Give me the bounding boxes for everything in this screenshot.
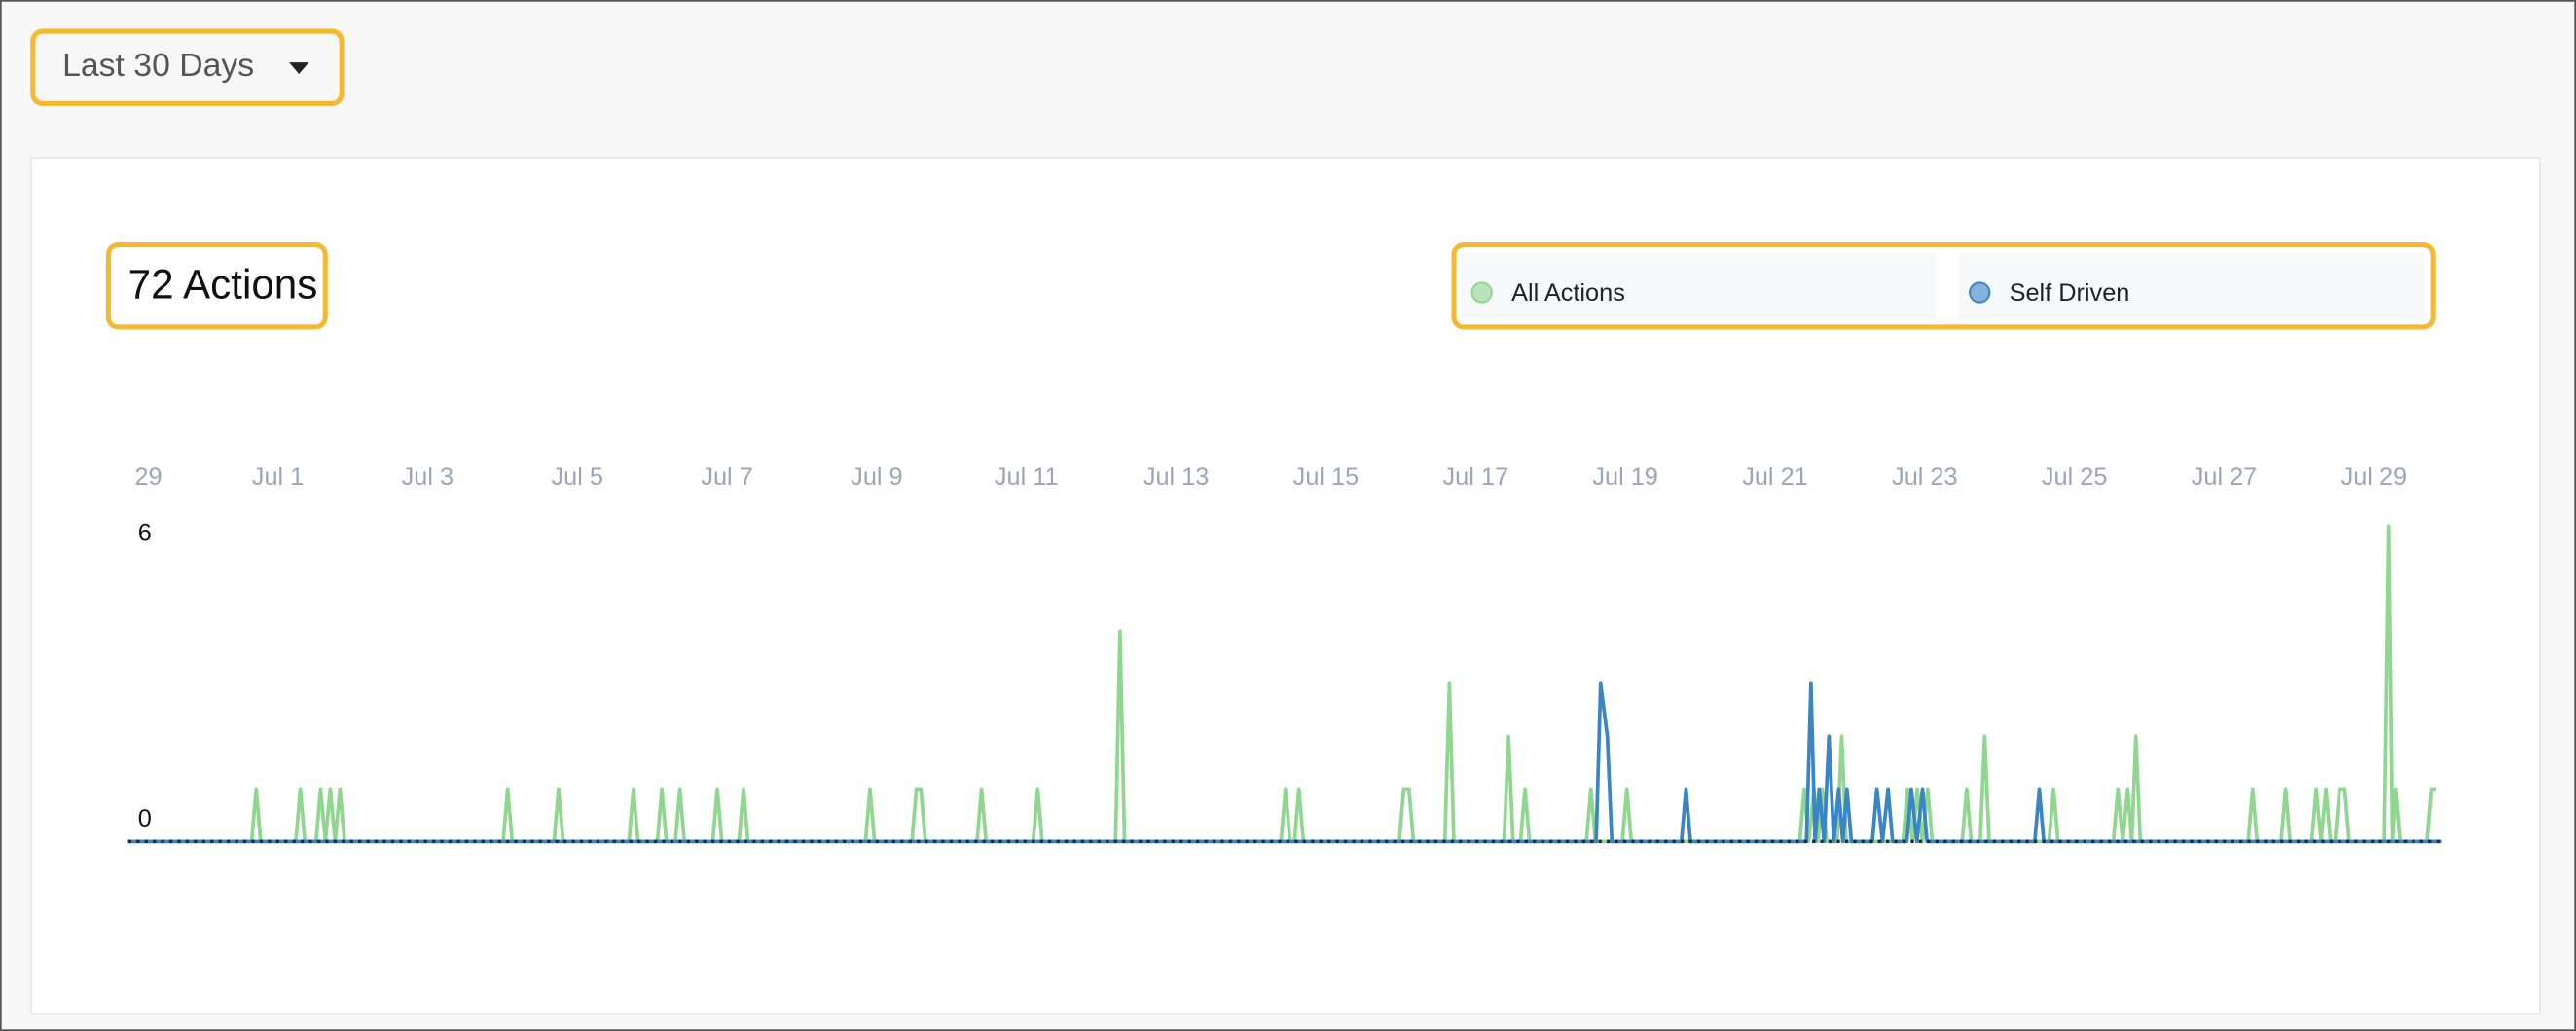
legend-item-bg: [1958, 252, 2425, 319]
chart-card: [30, 157, 2541, 1015]
series-line: [127, 681, 2442, 844]
y-tick-label: 0: [138, 805, 152, 832]
legend-label: Self Driven: [2010, 279, 2130, 307]
x-tick-label: Jul 3: [402, 463, 454, 491]
x-tick-label: Jul 25: [2042, 463, 2108, 491]
dropdown-box[interactable]: [30, 28, 345, 106]
x-tick-label: Jul 21: [1742, 463, 1808, 491]
x-tick-label: Jul 7: [701, 463, 752, 491]
legend-item-bg: [1460, 252, 1936, 319]
range-dropdown[interactable]: Last 30 Days: [30, 28, 345, 106]
x-tick-label: Jul 1: [252, 463, 304, 491]
x-tick-label: Jul 17: [1443, 463, 1509, 491]
x-tick-label: Jul 23: [1892, 463, 1958, 491]
x-tick-label: Jul 19: [1592, 463, 1658, 491]
x-tick-label: Jul 11: [995, 463, 1059, 491]
summary-box: [105, 242, 328, 330]
dropdown-label[interactable]: Last 30 Days: [62, 47, 254, 84]
y-tick-label: 6: [138, 519, 152, 546]
x-tick-label: 29: [134, 463, 162, 491]
series-line: [127, 524, 2437, 844]
x-tick-label: Jul 27: [2192, 463, 2258, 491]
plot: 29 Jul 1 Jul 3 Jul 5 Jul 7 Jul 9 Jul 11 Jul 13 J…: [127, 463, 2442, 844]
dropdown-caret[interactable]: [289, 62, 309, 74]
summary-text: 72 Actions: [128, 262, 318, 308]
legend-swatch: [1470, 281, 1493, 304]
legend: All Actions Self Driven: [1460, 252, 2425, 319]
x-tick-label: Jul 15: [1293, 463, 1360, 491]
x-tick-label: Jul 29: [2341, 463, 2408, 491]
x-tick-label: Jul 5: [551, 463, 602, 491]
legend-swatch: [1969, 281, 1991, 304]
legend-label: All Actions: [1511, 279, 1625, 307]
x-tick-label: Jul 13: [1143, 463, 1210, 491]
x-tick-label: Jul 9: [851, 463, 902, 491]
